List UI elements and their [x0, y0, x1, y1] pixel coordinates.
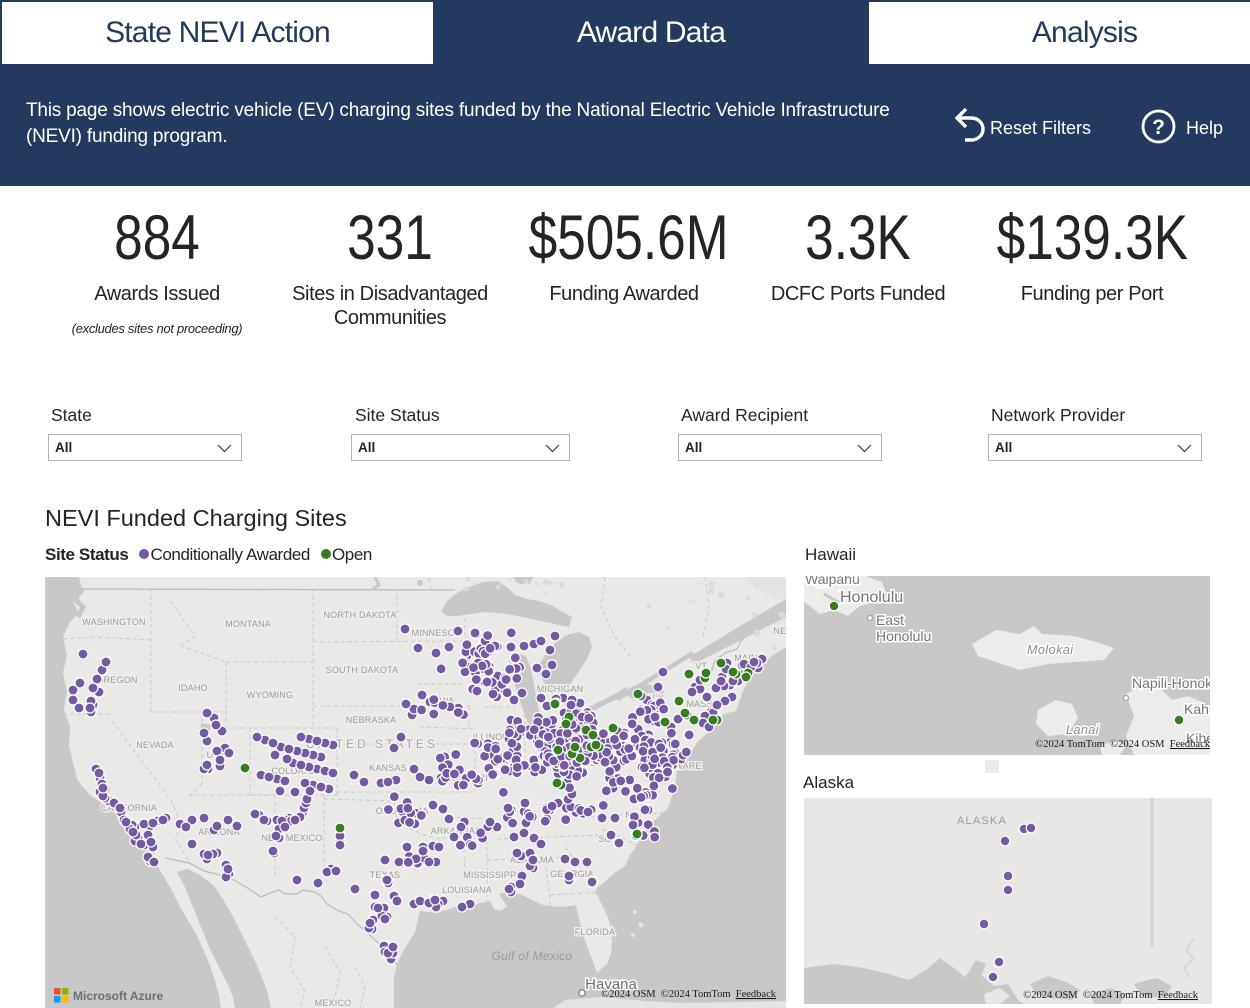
svg-text:IDAHO: IDAHO — [178, 683, 208, 693]
svg-text:ALASKA: ALASKA — [957, 815, 1007, 827]
svg-text:WYOMING: WYOMING — [247, 690, 293, 700]
svg-text:MEXICO: MEXICO — [315, 998, 352, 1008]
svg-text:Honolulu: Honolulu — [876, 628, 931, 644]
svg-text:MISSISSIPPI: MISSISSIPPI — [463, 870, 519, 880]
svg-text:NORTH DAKOTA: NORTH DAKOTA — [323, 610, 396, 620]
svg-text:©2024 OSM ©2024 TomTom Feedb: ©2024 OSM ©2024 TomTom Feedback — [601, 989, 776, 1000]
svg-text:MICHIGAN: MICHIGAN — [537, 684, 584, 694]
svg-text:East: East — [876, 612, 904, 628]
svg-text:Gulf of Mexico: Gulf of Mexico — [492, 949, 573, 963]
svg-text:NEVADA: NEVADA — [136, 740, 174, 750]
svg-text:Honolulu: Honolulu — [840, 589, 903, 606]
svg-text:LOUISIANA: LOUISIANA — [442, 885, 492, 895]
svg-text:Kahu: Kahu — [1184, 701, 1210, 717]
svg-text:Napili-Honoko: Napili-Honoko — [1132, 675, 1210, 691]
svg-text:©2024 TomTom ©2024 OSM Feedb: ©2024 TomTom ©2024 OSM Feedback — [1035, 739, 1210, 750]
svg-text:Kihei: Kihei — [1186, 730, 1210, 746]
svg-text:KANSAS: KANSAS — [369, 763, 407, 773]
svg-text:OREGON: OREGON — [96, 675, 137, 685]
svg-text:Havana: Havana — [585, 976, 637, 993]
svg-text:FLORIDA: FLORIDA — [575, 927, 615, 937]
svg-text:NEBRASKA: NEBRASKA — [346, 715, 397, 725]
svg-text:NE: NE — [774, 626, 786, 636]
svg-text:WASHINGTON: WASHINGTON — [82, 617, 146, 627]
svg-text:Waipahu: Waipahu — [805, 576, 860, 587]
svg-text:©2024 OSM ©2024 TomTom Feedb: ©2024 OSM ©2024 TomTom Feedback — [1023, 990, 1198, 1001]
svg-text:MINNESOT: MINNESOT — [411, 628, 460, 638]
svg-text:Lanai: Lanai — [1066, 723, 1100, 737]
svg-text:MONTANA: MONTANA — [225, 619, 271, 629]
svg-text:SOUTH DAKOTA: SOUTH DAKOTA — [326, 665, 399, 675]
svg-text:?: ? — [1152, 116, 1165, 139]
svg-text:Microsoft Azure: Microsoft Azure — [73, 989, 164, 1003]
svg-text:Molokai: Molokai — [1027, 643, 1074, 657]
